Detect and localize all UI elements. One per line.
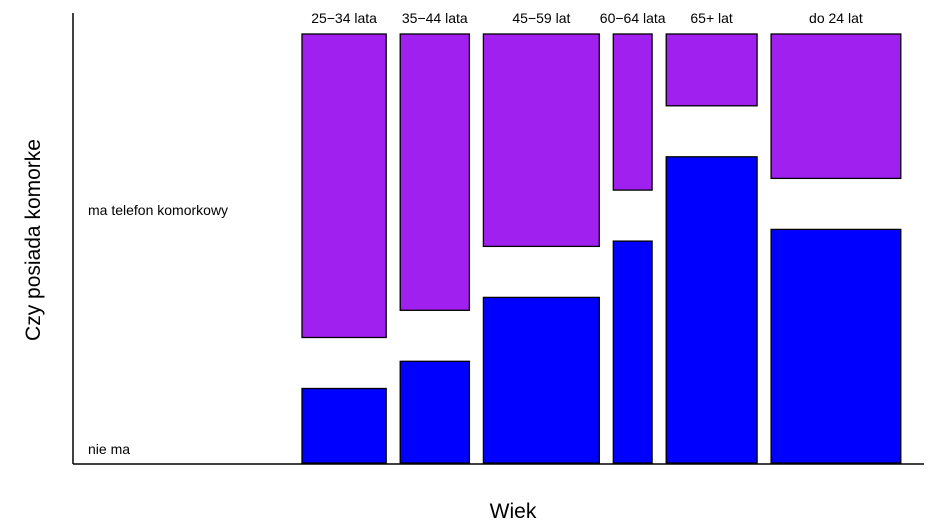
- column-label-1: 35−44 lata: [402, 10, 468, 26]
- cell-no-phone-4: [665, 156, 758, 464]
- column-label-3: 60−64 lata: [600, 10, 666, 26]
- cell-has-phone-4: [665, 33, 758, 107]
- cell-has-phone-5: [770, 33, 902, 180]
- row-label-top: ma telefon komorkowy: [88, 202, 228, 218]
- cell-has-phone-3: [612, 33, 653, 191]
- cell-no-phone-3: [612, 240, 653, 464]
- cell-has-phone-1: [399, 33, 471, 311]
- mosaic-cells: [301, 33, 902, 464]
- cell-no-phone-5: [770, 228, 902, 464]
- cell-no-phone-0: [301, 387, 387, 464]
- row-labels: ma telefon komorkowy nie ma: [88, 202, 228, 457]
- cell-has-phone-0: [301, 33, 387, 339]
- cell-no-phone-2: [482, 296, 600, 464]
- column-label-4: 65+ lat: [690, 10, 733, 26]
- column-labels: 25−34 lata 35−44 lata 45−59 lat 60−64 lata 6…: [311, 10, 863, 26]
- cell-no-phone-1: [399, 360, 471, 464]
- column-label-2: 45−59 lat: [512, 10, 570, 26]
- y-axis-label: Czy posiada komorke: [22, 139, 45, 341]
- row-label-bottom: nie ma: [88, 441, 130, 457]
- column-label-0: 25−34 lata: [311, 10, 377, 26]
- column-label-5: do 24 lat: [809, 10, 863, 26]
- x-axis-label: Wiek: [490, 500, 537, 523]
- plot-frame: [72, 13, 924, 465]
- cell-has-phone-2: [482, 33, 600, 248]
